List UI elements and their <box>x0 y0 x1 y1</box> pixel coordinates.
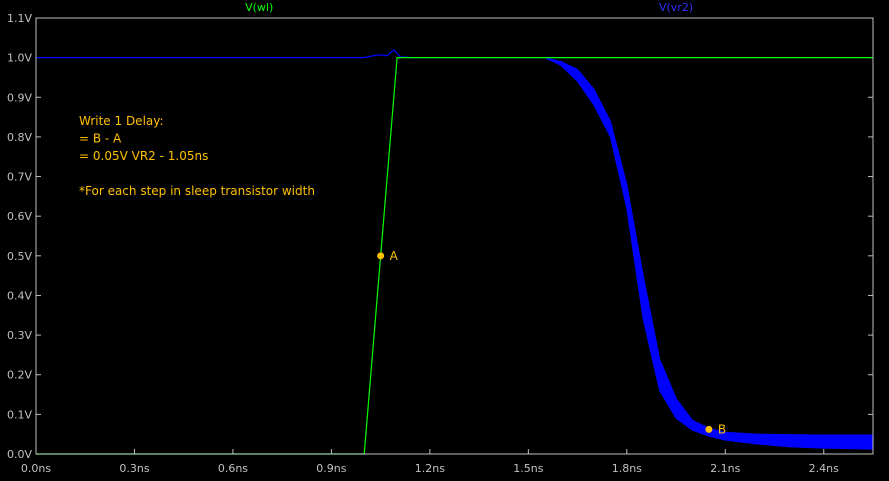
marker-b-label: B <box>718 422 726 436</box>
x-tick-label: 2.1ns <box>710 462 740 475</box>
annotation-line: = 0.05V VR2 - 1.05ns <box>79 149 208 163</box>
y-tick-label: 0.8V <box>7 131 32 144</box>
delay-annotation: Write 1 Delay: = B - A = 0.05V VR2 - 1.05n… <box>79 114 315 198</box>
legend[interactable]: V(wl) V(vr2) <box>245 1 693 14</box>
x-tick-label: 0.0ns <box>21 462 51 475</box>
plot-frame <box>35 17 874 455</box>
annotation-line: *For each step in sleep transistor width <box>79 184 315 198</box>
marker-a[interactable] <box>377 252 385 260</box>
y-tick-label: 0.9V <box>7 91 32 104</box>
marker-layer: AB <box>377 249 726 436</box>
y-tick-label: 0.0V <box>7 448 32 461</box>
marker-a-label: A <box>390 249 399 263</box>
x-tick-label: 0.6ns <box>218 462 248 475</box>
x-tick-label: 0.9ns <box>316 462 346 475</box>
x-tick-label: 1.2ns <box>415 462 445 475</box>
y-tick-label: 0.3V <box>7 329 32 342</box>
y-tick-label: 0.4V <box>7 289 32 302</box>
legend-vr2[interactable]: V(vr2) <box>659 1 693 14</box>
x-tick-label: 2.4ns <box>809 462 839 475</box>
y-tick-label: 0.1V <box>7 408 32 421</box>
annotation-line: = B - A <box>79 132 122 146</box>
y-tick-label: 1.1V <box>7 12 32 25</box>
x-tick-label: 0.3ns <box>119 462 149 475</box>
axis-tick-labels: 0.0V 0.1V 0.2V 0.3V 0.4V 0.5V 0.6V 0.7V 0.8V 0.9V… <box>7 12 839 475</box>
y-tick-label: 0.6V <box>7 210 32 223</box>
x-tick-label: 1.8ns <box>612 462 642 475</box>
x-tick-label: 1.5ns <box>513 462 543 475</box>
legend-wl[interactable]: V(wl) <box>245 1 273 14</box>
y-tick-label: 0.2V <box>7 369 32 382</box>
y-tick-label: 1.0V <box>7 52 32 65</box>
y-tick-label: 0.5V <box>7 250 32 263</box>
marker-b[interactable] <box>705 425 713 433</box>
annotation-line: Write 1 Delay: <box>79 114 164 128</box>
y-tick-label: 0.7V <box>7 171 32 184</box>
